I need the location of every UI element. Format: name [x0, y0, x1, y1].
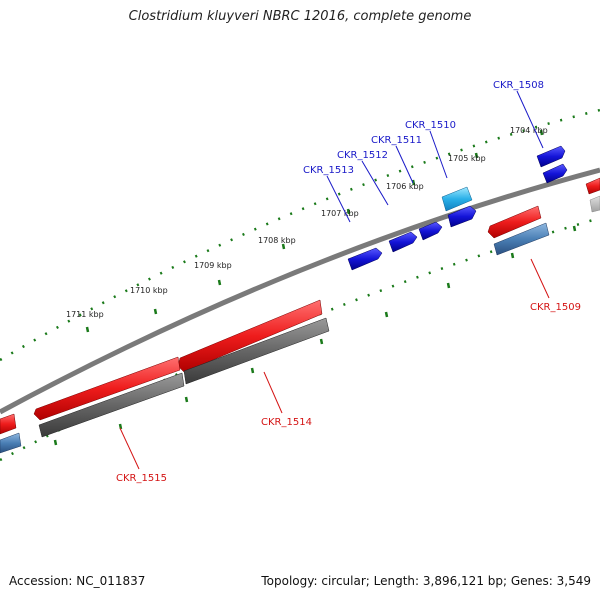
leader-lines-red	[119, 258, 550, 470]
gene-ckr-1511[interactable]	[418, 221, 443, 241]
gene-ckr-1510-b[interactable]	[447, 205, 477, 228]
gene-ckr-1513[interactable]	[347, 247, 383, 271]
map-title: Clostridium kluyveri NBRC 12016, complet…	[128, 9, 472, 24]
gene-label-ckr-1511: CKR_1511	[371, 135, 422, 146]
gene-label-ckr-1515: CKR_1515	[116, 473, 167, 484]
leader-lines-blue	[326, 90, 544, 223]
gene-light-edge-right[interactable]	[589, 195, 600, 213]
scale-label-1710: 1710 kbp	[130, 286, 168, 295]
scale-label-1708: 1708 kbp	[258, 236, 296, 245]
outer-major-ticks	[85, 129, 544, 333]
gene-red-edge-right[interactable]	[585, 177, 600, 195]
scale-label-1705: 1705 kbp	[448, 154, 486, 163]
scale-label-1711: 1711 kbp	[66, 310, 104, 319]
gene-ckr-1508-a[interactable]	[536, 145, 566, 168]
gene-gray-a[interactable]	[183, 317, 330, 385]
gene-label-ckr-1512: CKR_1512	[337, 150, 388, 161]
gene-ckr-1509[interactable]	[493, 222, 550, 256]
gene-ckr-1512[interactable]	[388, 231, 418, 253]
gene-label-ckr-1514: CKR_1514	[261, 417, 312, 428]
gene-ckr-1508-b[interactable]	[542, 163, 568, 184]
accession-text: Accession: NC_011837	[9, 574, 146, 588]
genome-backbone	[0, 167, 600, 415]
inner-major-ticks	[53, 225, 577, 446]
gene-ckr-1509-red[interactable]	[487, 205, 542, 239]
scale-label-1707: 1707 kbp	[321, 209, 359, 218]
gene-ckr-1515[interactable]	[33, 356, 181, 421]
gene-label-ckr-1513: CKR_1513	[303, 165, 354, 176]
gene-label-ckr-1508: CKR_1508	[493, 80, 544, 91]
genome-summary-text: Topology: circular; Length: 3,896,121 bp…	[261, 574, 591, 588]
scale-label-1709: 1709 kbp	[194, 261, 232, 270]
gene-label-ckr-1510: CKR_1510	[405, 120, 456, 131]
gene-red-edge-left[interactable]	[0, 413, 17, 435]
gene-ckr-1510[interactable]	[441, 186, 473, 212]
gene-gray-b[interactable]	[38, 372, 185, 438]
gene-steel-edge-left[interactable]	[0, 432, 22, 454]
scale-label-1706: 1706 kbp	[386, 182, 424, 191]
scale-label-1704: 1704 kbp	[510, 126, 548, 135]
gene-label-ckr-1509: CKR_1509	[530, 302, 581, 313]
